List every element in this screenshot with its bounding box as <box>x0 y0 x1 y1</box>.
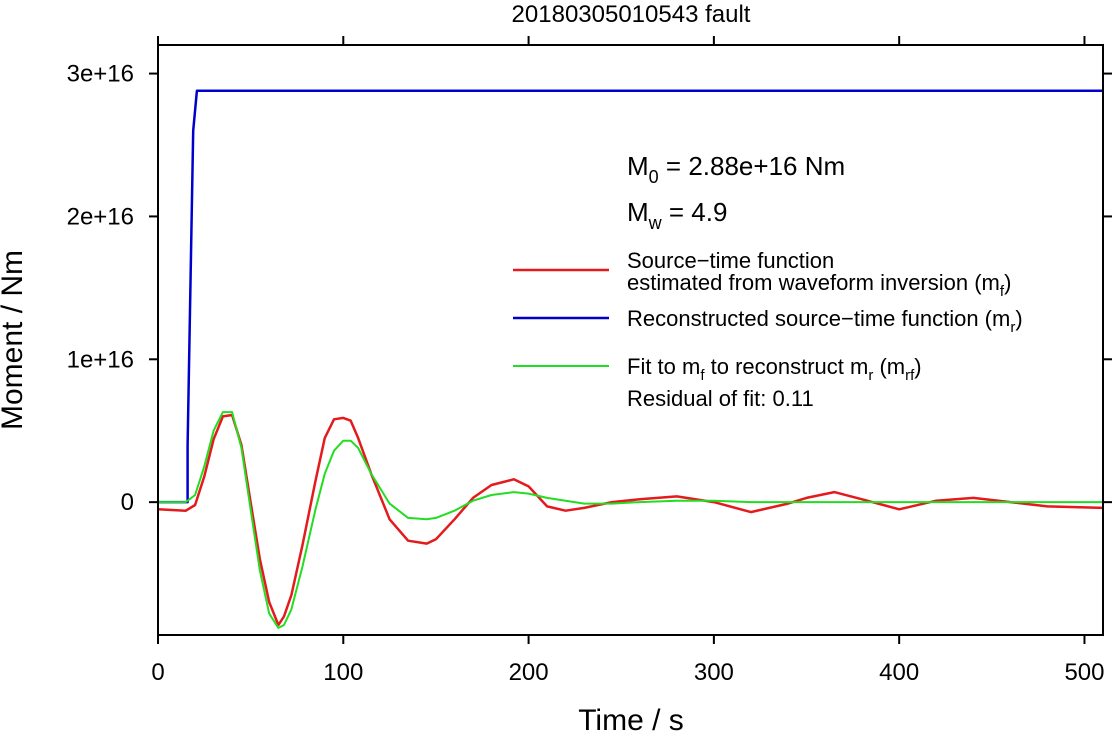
x-tick-label: 500 <box>1064 659 1104 686</box>
ticks-layer: 0 100 200 300 400 500 0 1e+16 2e+16 3e+16 <box>67 36 1112 686</box>
y-tick-label: 0 <box>121 489 134 516</box>
plot-frame <box>157 44 1104 636</box>
x-tick-label: 400 <box>879 659 919 686</box>
y-axis-title: Moment / Nm <box>0 250 29 430</box>
legend-label-reconstructed: Reconstructed source−time function (mr) <box>627 306 1023 336</box>
series-fit-line <box>158 411 1103 629</box>
legend-label-fit: Fit to mf to reconstruct mr (mrf) <box>627 354 922 384</box>
m0-annotation: M0 = 2.88e+16 Nm <box>627 151 845 187</box>
legend-label-source-time-line1: Source−time function <box>627 248 834 273</box>
y-tick-label: 3e+16 <box>67 61 134 88</box>
legend: Source−time function estimated from wave… <box>513 248 1023 411</box>
x-tick-label: 300 <box>694 659 734 686</box>
legend-label-source-time-line2: estimated from waveform inversion (mf) <box>627 270 1011 300</box>
series-source-time-line <box>157 413 1104 627</box>
x-tick-label: 200 <box>509 659 549 686</box>
x-tick-label: 100 <box>323 659 363 686</box>
y-tick-label: 2e+16 <box>67 203 134 230</box>
series-layer <box>157 89 1104 629</box>
chart-title: 20180305010543 fault <box>512 1 751 28</box>
mw-annotation: Mw = 4.9 <box>627 197 727 233</box>
x-tick-label: 0 <box>151 659 164 686</box>
y-tick-label: 1e+16 <box>67 346 134 373</box>
x-axis-title: Time / s <box>578 704 684 736</box>
residual-annotation: Residual of fit: 0.11 <box>627 386 814 411</box>
